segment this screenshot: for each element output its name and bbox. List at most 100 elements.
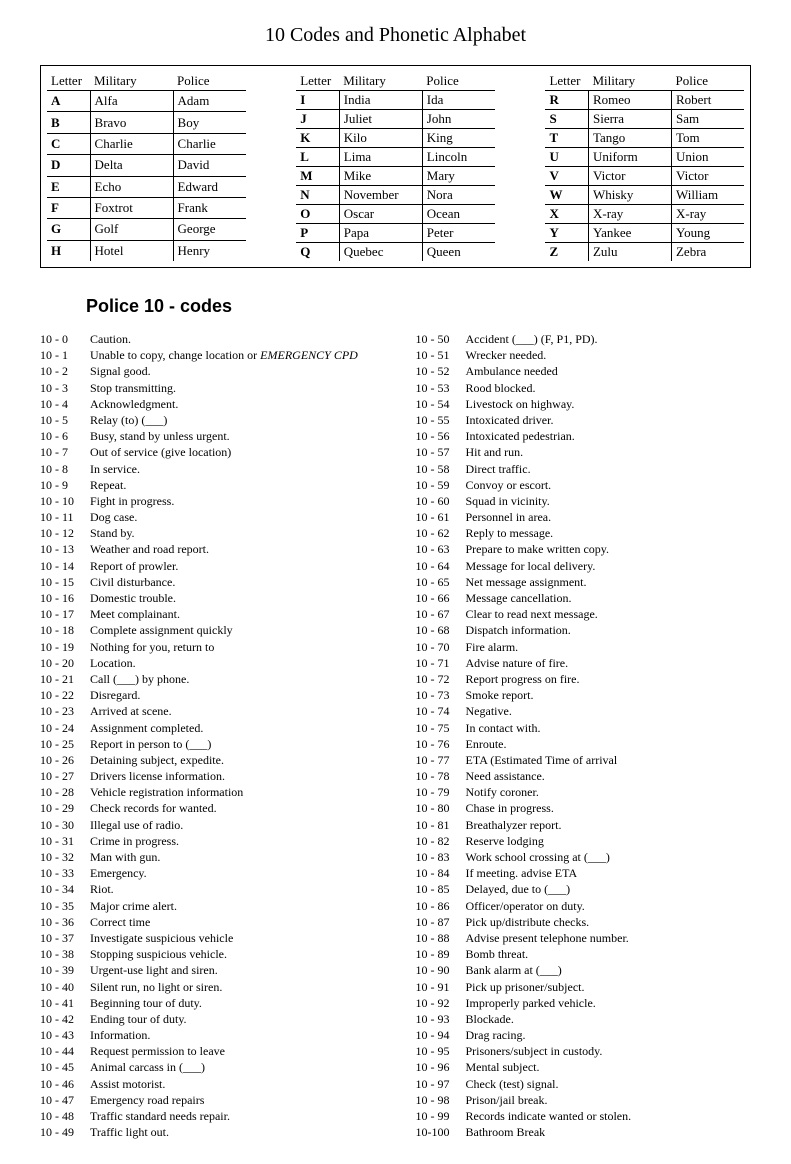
- code-row: 10 - 30Illegal use of radio.: [40, 817, 376, 833]
- code-row: 10 - 43Information.: [40, 1027, 376, 1043]
- police-cell: Mary: [422, 167, 495, 186]
- code-description: Caution.: [90, 331, 131, 347]
- code-row: 10 - 14Report of prowler.: [40, 558, 376, 574]
- table-row: OOscarOcean: [296, 205, 495, 224]
- code-number: 10 - 24: [40, 720, 90, 736]
- code-number: 10 - 20: [40, 655, 90, 671]
- police-cell: Ida: [422, 91, 495, 110]
- code-description: Reply to message.: [466, 525, 554, 541]
- code-number: 10 - 89: [416, 946, 466, 962]
- code-number: 10 - 87: [416, 914, 466, 930]
- letter-cell: S: [545, 110, 588, 129]
- code-description: Direct traffic.: [466, 461, 531, 477]
- code-description: Assignment completed.: [90, 720, 203, 736]
- code-number: 10 - 73: [416, 687, 466, 703]
- code-row: 10 - 93Blockade.: [416, 1011, 752, 1027]
- code-row: 10 - 62Reply to message.: [416, 525, 752, 541]
- header-letter: Letter: [47, 72, 90, 91]
- code-number: 10 - 81: [416, 817, 466, 833]
- header-police: Police: [173, 72, 246, 91]
- code-description: Arrived at scene.: [90, 703, 172, 719]
- police-cell: Lincoln: [422, 148, 495, 167]
- code-description: Prisoners/subject in custody.: [466, 1043, 603, 1059]
- code-description: Investigate suspicious vehicle: [90, 930, 233, 946]
- code-number: 10 - 95: [416, 1043, 466, 1059]
- header-police: Police: [671, 72, 744, 91]
- code-description: Work school crossing at (___): [466, 849, 610, 865]
- code-description: Silent run, no light or siren.: [90, 979, 222, 995]
- code-number: 10 - 94: [416, 1027, 466, 1043]
- code-row: 10 - 48Traffic standard needs repair.: [40, 1108, 376, 1124]
- code-number: 10 - 83: [416, 849, 466, 865]
- code-description: Civil disturbance.: [90, 574, 175, 590]
- code-number: 10 - 50: [416, 331, 466, 347]
- code-row: 10 - 87Pick up/distribute checks.: [416, 914, 752, 930]
- code-row: 10 - 26Detaining subject, expedite.: [40, 752, 376, 768]
- code-description: Records indicate wanted or stolen.: [466, 1108, 632, 1124]
- police-cell: Frank: [173, 197, 246, 218]
- code-row: 10 - 77ETA (Estimated Time of arrival: [416, 752, 752, 768]
- code-description: Personnel in area.: [466, 509, 552, 525]
- code-description: Weather and road report.: [90, 541, 209, 557]
- code-description: Crime in progress.: [90, 833, 179, 849]
- code-description: Squad in vicinity.: [466, 493, 550, 509]
- letter-cell: C: [47, 133, 90, 154]
- code-number: 10 - 48: [40, 1108, 90, 1124]
- code-number: 10 - 96: [416, 1059, 466, 1075]
- code-number: 10 - 43: [40, 1027, 90, 1043]
- letter-cell: K: [296, 129, 339, 148]
- code-description: Emergency road repairs: [90, 1092, 204, 1108]
- code-number: 10 - 46: [40, 1076, 90, 1092]
- code-description: Net message assignment.: [466, 574, 587, 590]
- military-cell: Mike: [339, 167, 422, 186]
- code-description: Traffic light out.: [90, 1124, 169, 1140]
- code-number: 10 - 18: [40, 622, 90, 638]
- code-row: 10 - 80Chase in progress.: [416, 800, 752, 816]
- table-row: HHotelHenry: [47, 240, 246, 261]
- code-description: Location.: [90, 655, 136, 671]
- code-row: 10 - 2Signal good.: [40, 363, 376, 379]
- letter-cell: J: [296, 110, 339, 129]
- code-row: 10 - 91Pick up prisoner/subject.: [416, 979, 752, 995]
- code-description: Chase in progress.: [466, 800, 554, 816]
- military-cell: Charlie: [90, 133, 173, 154]
- code-description: Blockade.: [466, 1011, 514, 1027]
- code-description: Drivers license information.: [90, 768, 225, 784]
- military-cell: Yankee: [588, 224, 671, 243]
- code-row: 10 - 46Assist motorist.: [40, 1076, 376, 1092]
- code-row: 10 - 65Net message assignment.: [416, 574, 752, 590]
- code-number: 10 - 71: [416, 655, 466, 671]
- code-row: 10 - 47Emergency road repairs: [40, 1092, 376, 1108]
- table-row: YYankeeYoung: [545, 224, 744, 243]
- code-row: 10 - 33Emergency.: [40, 865, 376, 881]
- letter-cell: D: [47, 155, 90, 176]
- code-row: 10 - 60Squad in vicinity.: [416, 493, 752, 509]
- table-row: UUniformUnion: [545, 148, 744, 167]
- military-cell: Juliet: [339, 110, 422, 129]
- code-row: 10 - 5Relay (to) (___): [40, 412, 376, 428]
- police-cell: Robert: [671, 91, 744, 110]
- code-number: 10 - 66: [416, 590, 466, 606]
- header-police: Police: [422, 72, 495, 91]
- code-number: 10 - 61: [416, 509, 466, 525]
- code-number: 10 - 91: [416, 979, 466, 995]
- code-row: 10 - 49Traffic light out.: [40, 1124, 376, 1140]
- code-description: Assist motorist.: [90, 1076, 165, 1092]
- code-description: Report of prowler.: [90, 558, 178, 574]
- code-number: 10 - 40: [40, 979, 90, 995]
- code-number: 10 - 32: [40, 849, 90, 865]
- table-row: XX-rayX-ray: [545, 205, 744, 224]
- code-number: 10 - 76: [416, 736, 466, 752]
- code-number: 10 - 33: [40, 865, 90, 881]
- code-description: Wrecker needed.: [466, 347, 547, 363]
- code-description: Stop transmitting.: [90, 380, 176, 396]
- code-number: 10 - 6: [40, 428, 90, 444]
- code-row: 10 - 41Beginning tour of duty.: [40, 995, 376, 1011]
- military-cell: Victor: [588, 167, 671, 186]
- code-row: 10 - 76Enroute.: [416, 736, 752, 752]
- letter-cell: L: [296, 148, 339, 167]
- code-row: 10 - 63Prepare to make written copy.: [416, 541, 752, 557]
- code-description: Bathroom Break: [466, 1124, 546, 1140]
- code-row: 10 - 38Stopping suspicious vehicle.: [40, 946, 376, 962]
- table-row: VVictorVictor: [545, 167, 744, 186]
